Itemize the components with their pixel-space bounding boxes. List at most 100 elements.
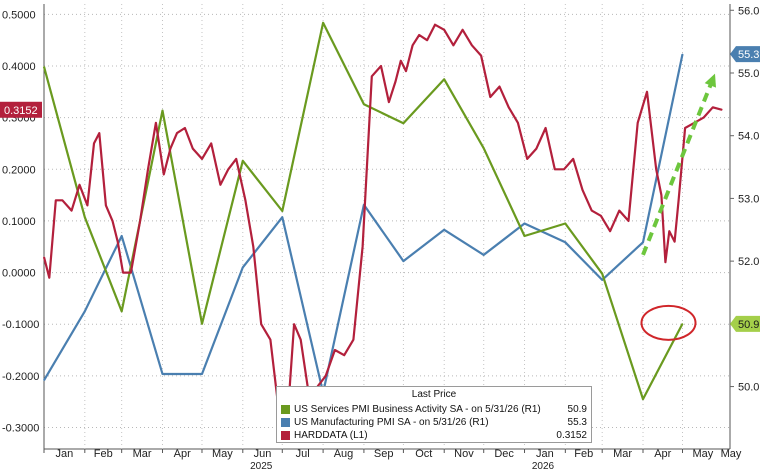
harddata-point [563,168,565,170]
services-pmi-point [43,66,45,68]
grid-lines [43,4,731,450]
manufacturing-pmi-point [523,222,526,225]
harddata-point [721,109,723,111]
x-tick-label: Apr [654,448,671,460]
harddata-point [554,168,556,170]
left-tick-label: 0.0000 [2,268,36,280]
trend-arrow-head [704,73,717,88]
manufacturing-pmi-point [443,229,445,231]
harddata-point [380,65,382,67]
manufacturing-pmi-point [242,266,244,268]
left-tick-label: 0.1000 [2,216,36,228]
manufacturing-pmi-point [161,373,164,375]
left-tick-label: -0.3000 [2,423,39,435]
harddata-point [139,220,141,222]
harddata-point [227,168,229,170]
x-tick-label: Aug [334,448,354,460]
services-pmi-point [483,147,485,149]
harddata-point [712,106,714,108]
x-tick-label: Jun [254,448,272,460]
right-axis: 56.055.054.053.052.051.050.0 [730,5,759,394]
x-tick-label: Sep [374,448,394,460]
harddata-point [105,204,107,207]
harddata-point [462,29,464,31]
harddata-point [426,39,428,41]
harddata-point [122,271,124,274]
harddata-point [581,189,584,191]
services-pmi-point [443,78,445,80]
harddata-point [235,158,237,160]
harddata-point [361,246,364,248]
x-year-label: 2025 [250,461,273,471]
services-pmi-point [84,216,86,218]
harddata-point [434,24,436,26]
green-value-tag-bg [730,315,760,332]
legend-label-manufacturing: US Manufacturing PMI SA - on 5/31/26 (R1… [294,416,489,428]
harddata-point [334,349,336,351]
highlight-circle [640,304,697,341]
x-tick-label: May [693,448,714,460]
harddata-point [677,199,680,201]
harddata-point [352,339,354,341]
harddata-point [78,184,81,186]
harddata-point [418,34,420,36]
services-pmi-point [201,323,203,325]
harddata-point [572,158,574,160]
x-axis: Jan Feb Mar Apr May Jun Jul Aug Sep Oct Nov Dec Jan F… [43,448,742,471]
right-tick-label: 55.0 [738,68,759,80]
services-pmi-point [121,310,123,312]
harddata-point [405,70,407,72]
x-tick-label: Nov [454,448,474,460]
legend-value-services: 50.9 [567,403,587,415]
harddata-point [400,60,402,62]
x-tick-label: Dec [494,448,514,460]
harddata-point [176,132,178,134]
harddata-point [508,106,510,108]
x-tick-label: May [212,448,233,460]
manufacturing-pmi-point [281,216,283,218]
legend-title: Last Price [411,389,457,400]
x-tick-label: Mar [613,448,632,460]
harddata-point [252,246,254,248]
manufacturing-pmi-point [564,241,566,243]
x-tick-label: May [721,448,742,460]
harddata-point [627,220,630,222]
x-tick-label: Jul [296,448,310,460]
harddata-point [480,55,482,57]
harddata-point [163,173,165,176]
right-tick-label: 54.0 [738,131,759,143]
legend-entry-manufacturing: US Manufacturing PMI SA - on 5/31/26 (R1… [281,416,587,428]
left-tick-label: -0.1000 [2,319,39,331]
legend-value-harddata: 0.3152 [556,429,587,441]
manufacturing-pmi-point [201,373,203,375]
manufacturing-pmi-point [84,310,86,312]
last-value-tags: 0.3152 55.3 50.9 [0,46,760,332]
left-axis: 0.50000.40000.30000.20000.10000.0000-0.1… [2,9,39,434]
harddata-point [55,199,57,201]
x-year-label: 2026 [532,461,555,471]
left-tick-label: -0.2000 [2,371,39,383]
harddata-point [98,132,100,134]
harddata-point [260,323,262,325]
legend-value-manufacturing: 55.3 [567,416,587,428]
services-pmi-point [281,210,283,212]
left-value-tag-bg [0,101,42,118]
harddata-point [443,29,445,31]
harddata-point [660,194,663,196]
x-tick-label: Apr [174,448,191,460]
harddata-point [244,199,247,201]
series-lines [42,21,723,419]
harddata-point [498,86,501,88]
legend-label-harddata: HARDDATA (L1) [294,429,368,441]
harddata-point [684,127,686,129]
services-pmi-point [601,273,603,275]
legend: Last Price US Services PMI Business Acti… [276,386,592,443]
harddata-point [61,199,64,201]
harddata-point [43,256,45,258]
harddata-point [71,209,73,212]
x-tick-label: Jan [536,448,554,460]
blue-value-tag: 55.3 [738,49,759,61]
harddata-point [544,127,547,129]
x-tick-label: Mar [133,448,152,460]
